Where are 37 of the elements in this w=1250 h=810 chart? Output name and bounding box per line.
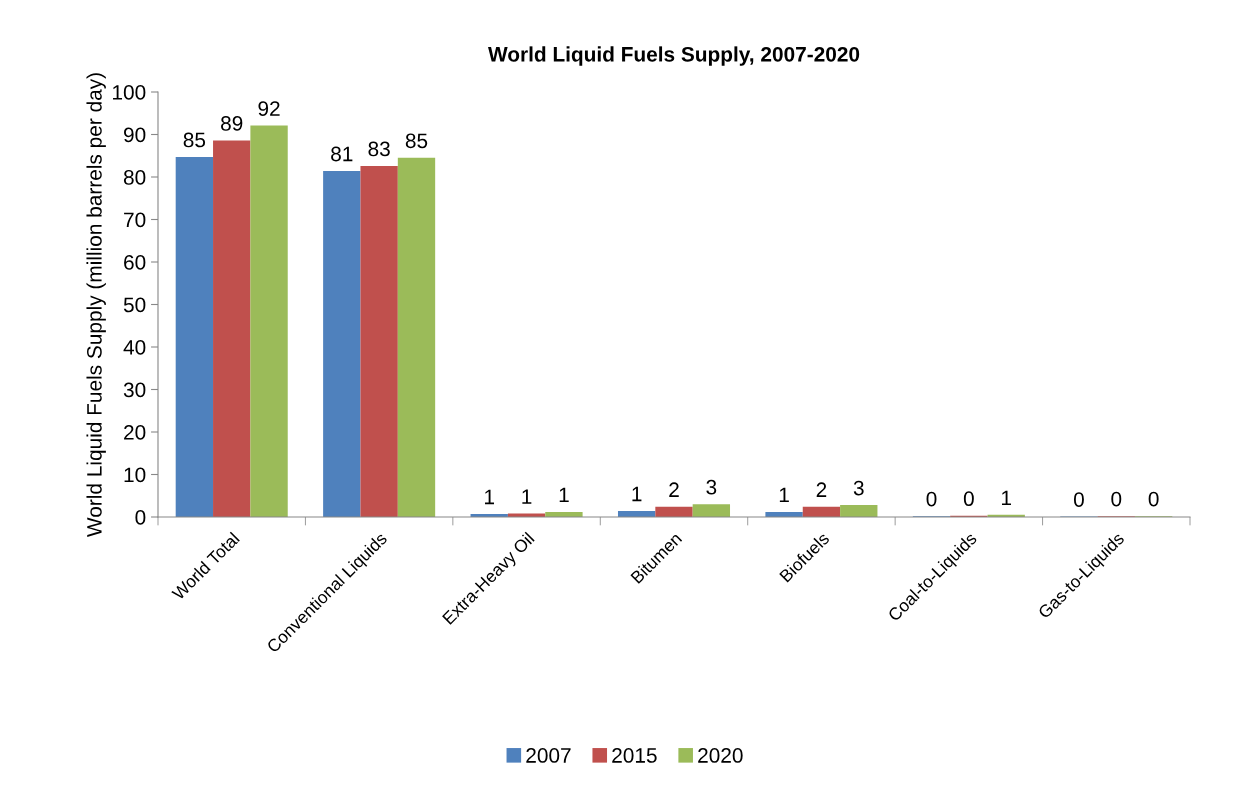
data-label: 81: [331, 146, 353, 162]
y-tick-label: 60: [124, 255, 146, 270]
data-label: 1: [485, 489, 494, 505]
data-label: 3: [853, 480, 864, 496]
data-label: 0: [963, 491, 974, 507]
legend-label: 2007: [526, 748, 571, 763]
y-tick-label: 80: [123, 170, 146, 185]
data-label: 0: [1111, 491, 1122, 507]
data-label: 1: [632, 486, 642, 502]
data-label: 85: [405, 133, 428, 149]
y-tick-label: 90: [124, 127, 146, 143]
y-tick-label: 30: [123, 382, 146, 398]
y-tick-label: 40: [123, 340, 146, 355]
legend-label: 2015: [612, 748, 657, 763]
data-label: 0: [1073, 492, 1084, 507]
data-label: 92: [258, 101, 280, 116]
data-label: 2: [816, 482, 827, 497]
data-label: 0: [1148, 491, 1159, 507]
data-label: 89: [221, 116, 243, 131]
data-label: 1: [559, 487, 569, 503]
data-label: 1: [1002, 490, 1011, 505]
y-tick-label: 50: [123, 297, 146, 313]
data-label: 3: [706, 479, 717, 495]
legend-label: 2020: [698, 748, 743, 763]
y-axis-title: World Liquid Fuels Supply (million barrels per day): [86, 73, 106, 537]
y-tick-label: 100: [113, 85, 146, 100]
y-tick-label: 70: [124, 212, 146, 228]
data-label: 2: [669, 482, 679, 497]
data-label: 83: [368, 141, 390, 157]
data-label: 1: [522, 489, 532, 504]
chart-title: World Liquid Fuels Supply, 2007-2020: [488, 46, 860, 66]
data-label: 1: [779, 487, 789, 503]
data-label: 0: [926, 491, 937, 507]
y-tick-label: 0: [135, 510, 146, 525]
y-tick-label: 20: [124, 425, 146, 440]
y-tick-label: 10: [124, 467, 146, 483]
data-label: 85: [183, 132, 206, 148]
